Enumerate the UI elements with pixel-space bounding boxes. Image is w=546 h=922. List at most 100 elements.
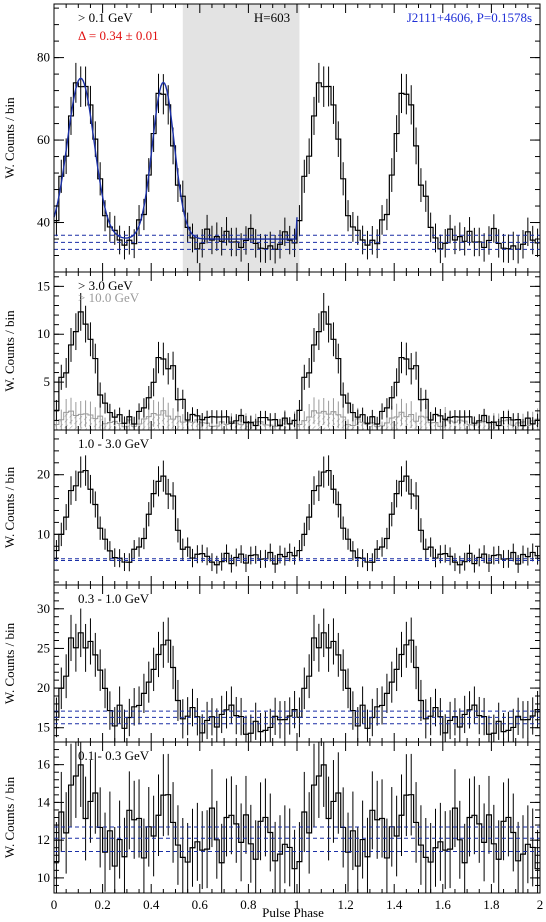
y-axis-title: W. Counts / bin — [2, 97, 17, 179]
count-histogram — [54, 311, 540, 427]
y-tick-label: 60 — [37, 132, 50, 147]
secondary-hatch-bar — [157, 415, 160, 430]
secondary-hatch-bar — [55, 424, 58, 430]
x-tick-label: 2 — [537, 897, 544, 912]
x-tick-label: 1.2 — [337, 897, 353, 912]
x-tick-label: 0.8 — [240, 897, 256, 912]
x-tick-label: 1 — [294, 897, 301, 912]
source-label: J2111+4606, P=0.1578s — [407, 10, 532, 25]
y-tick-label: 15 — [37, 720, 50, 735]
secondary-hatch-bar — [259, 421, 262, 430]
secondary-hatch-bar — [59, 419, 63, 430]
secondary-hatch-bar — [93, 418, 97, 430]
secondary-hatch-bar — [166, 416, 170, 430]
y-tick-label: 80 — [37, 50, 50, 65]
energy-band-label: 0.1 - 0.3 GeV — [78, 748, 150, 763]
y-tick-label: 40 — [37, 215, 50, 230]
secondary-hatch-bar — [103, 423, 107, 430]
secondary-hatch-bar — [195, 419, 199, 430]
secondary-hatch-bar — [400, 412, 403, 430]
secondary-hatch-bar — [215, 426, 219, 430]
h-test-label: H=603 — [254, 10, 290, 25]
secondary-hatch-bar — [468, 424, 471, 430]
y-axis-title: W. Counts / bin — [2, 466, 17, 548]
secondary-hatch-bar — [84, 413, 88, 430]
secondary-hatch-bar — [332, 411, 335, 430]
secondary-hatch-bar — [419, 416, 423, 430]
secondary-hatch-bar — [390, 417, 394, 430]
delta-label: Δ = 0.34 ± 0.01 — [78, 28, 159, 43]
secondary-hatch-bar — [361, 422, 365, 430]
y-axis-title: W. Counts / bin — [2, 776, 17, 858]
x-tick-label: 0.6 — [192, 897, 209, 912]
secondary-hatch-bar — [147, 416, 151, 430]
secondary-hatch-bar — [161, 410, 165, 430]
x-tick-label: 1.6 — [435, 897, 452, 912]
x-tick-label: 1.8 — [483, 897, 499, 912]
y-tick-label: 12 — [37, 832, 50, 847]
y-tick-label: 16 — [37, 757, 51, 772]
secondary-hatch-bar — [516, 422, 520, 430]
secondary-hatch-bar — [307, 417, 311, 430]
off-pulse-region — [182, 4, 300, 272]
secondary-hatch-bar — [239, 424, 243, 430]
secondary-hatch-bar — [424, 417, 428, 430]
secondary-hatch-bar — [409, 414, 413, 430]
count-histogram — [54, 632, 540, 735]
secondary-hatch-bar — [404, 416, 408, 430]
count-histogram — [54, 469, 540, 566]
x-tick-label: 1.4 — [386, 897, 403, 912]
y-tick-label: 15 — [37, 278, 50, 293]
secondary-hatch-bar — [322, 411, 326, 430]
secondary-hatch-bar — [336, 414, 340, 430]
secondary-hatch-bar — [506, 419, 510, 430]
y-tick-label: 10 — [37, 326, 50, 341]
secondary-hatch-bar — [152, 413, 156, 430]
secondary-hatch-bar — [64, 412, 68, 430]
secondary-hatch-bar — [220, 421, 224, 430]
y-tick-label: 30 — [37, 601, 50, 616]
secondary-hatch-bar — [341, 417, 345, 430]
x-axis-title: Pulse Phase — [262, 905, 324, 920]
panel-2: 5 10 15 W. Counts / bin > 3.0 GeV> 10.0 GeV — [2, 271, 541, 431]
y-tick-label: 25 — [37, 640, 50, 655]
secondary-hatch-bar — [434, 422, 437, 430]
secondary-hatch-bar — [414, 421, 418, 430]
secondary-hatch-bar — [263, 424, 267, 430]
y-axis-title: W. Counts / bin — [2, 622, 17, 704]
y-tick-label: 10 — [37, 870, 50, 885]
secondary-hatch-bar — [395, 416, 399, 430]
secondary-hatch-bar — [511, 425, 515, 430]
secondary-hatch-bar — [302, 420, 306, 430]
secondary-hatch-bar — [273, 426, 277, 430]
secondary-hatch-bar — [108, 422, 112, 430]
secondary-hatch-bar — [351, 425, 355, 430]
y-tick-label: 20 — [37, 467, 50, 482]
secondary-hatch-bar — [127, 419, 131, 430]
energy-band-label: > 3.0 GeV — [78, 278, 133, 293]
secondary-hatch-bar — [74, 415, 78, 430]
secondary-hatch-bar — [98, 416, 102, 430]
y-tick-label: 14 — [37, 794, 51, 809]
secondary-hatch-bar — [370, 422, 374, 430]
panels-group: 40 60 80 W. Counts / bin > 0.1 GeV Δ = 0.34 ±… — [2, 3, 544, 912]
secondary-hatch-bar — [142, 419, 146, 430]
secondary-hatch-bar — [317, 412, 321, 430]
fit-curve — [53, 77, 298, 240]
secondary-hatch-bar — [298, 424, 301, 430]
secondary-hatch-bar — [191, 422, 194, 430]
secondary-hatch-bar — [268, 425, 272, 430]
secondary-hatch-bar — [181, 422, 185, 430]
secondary-hatch-bar — [463, 421, 467, 430]
secondary-hatch-bar — [482, 421, 486, 430]
x-tick-label: 0 — [51, 897, 58, 912]
x-tick-label: 0.4 — [143, 897, 160, 912]
energy-band-label: 1.0 - 3.0 GeV — [78, 436, 150, 451]
energy-band-label: > 0.1 GeV — [78, 10, 133, 25]
secondary-hatch-bar — [171, 419, 175, 430]
panel-5: 0 0.2 0.4 0.6 0.8 1 1.2 1.4 1.6 1.8 2 10 12 14 16 W. Co… — [2, 741, 544, 912]
secondary-hatch-bar — [327, 414, 331, 430]
secondary-hatch-bar — [176, 416, 180, 430]
y-tick-label: 5 — [44, 374, 51, 389]
